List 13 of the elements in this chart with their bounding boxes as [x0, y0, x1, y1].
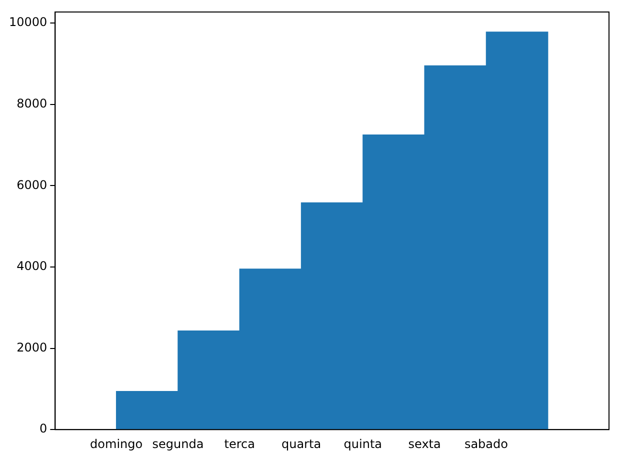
x-tick-label: quinta — [344, 436, 382, 451]
x-tick-label: domingo — [90, 436, 143, 451]
x-tick-label: sexta — [408, 436, 441, 451]
y-tick-label: 4000 — [16, 259, 48, 274]
y-tick-label: 0 — [40, 422, 48, 436]
x-tick-label: segunda — [152, 436, 204, 451]
x-tick-label: sabado — [464, 436, 508, 451]
y-tick-label: 2000 — [16, 340, 48, 354]
y-tick-label: 6000 — [16, 178, 48, 192]
y-tick-label: 10000 — [8, 15, 48, 30]
y-tick-label: 8000 — [16, 96, 48, 110]
x-tick-label: terca — [224, 436, 255, 451]
x-tick-label: quarta — [281, 436, 322, 451]
